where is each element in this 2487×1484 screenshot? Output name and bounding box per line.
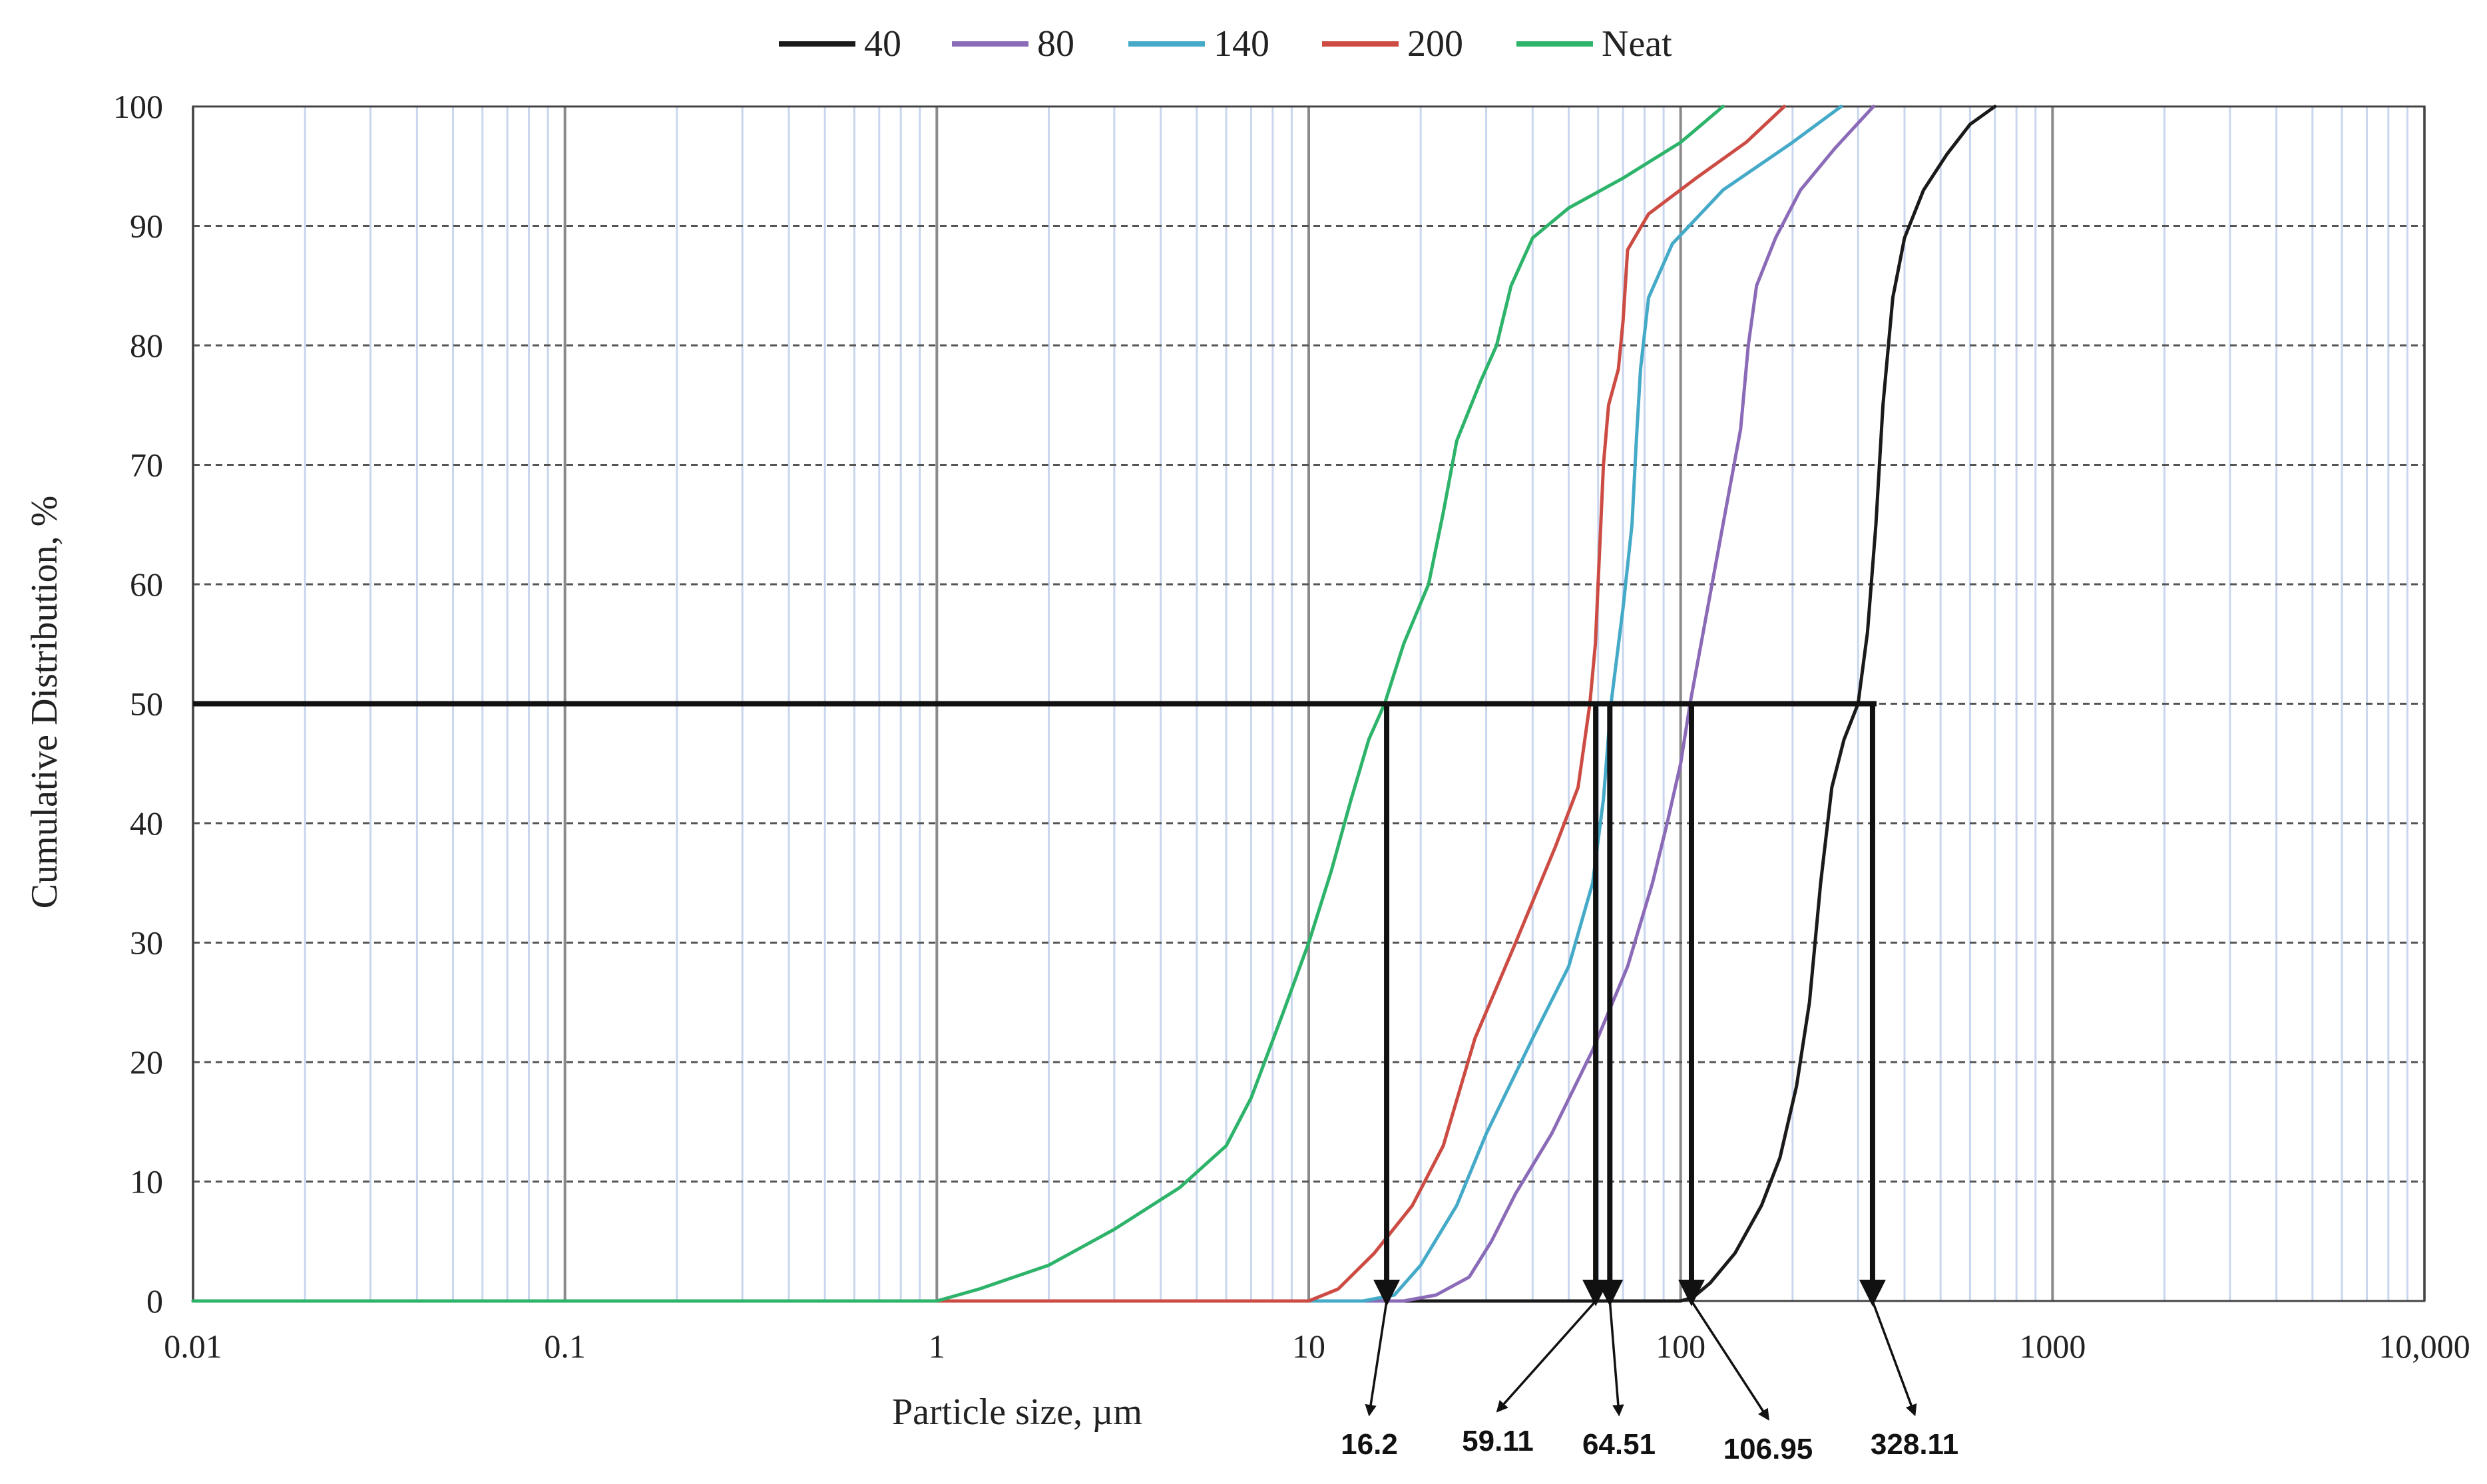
legend: 40 80 140 200 Neat (779, 23, 1672, 65)
legend-label: 200 (1407, 23, 1463, 65)
d50-leader-arrow (1871, 1300, 1917, 1417)
d50-leader-arrow (1365, 1300, 1388, 1417)
y-tick-label: 10 (130, 1163, 163, 1201)
legend-label: 140 (1214, 23, 1269, 65)
y-tick-label: 90 (130, 208, 163, 245)
y-tick-label: 0 (146, 1282, 163, 1320)
d50-leader-arrow (1690, 1300, 1769, 1421)
y-tick-label: 30 (130, 924, 163, 962)
x-tick-label: 0.01 (164, 1328, 222, 1365)
d50-value-label: 64.51 (1582, 1428, 1656, 1461)
d50-value-label: 328.11 (1871, 1428, 1958, 1461)
d50-value-label: 106.95 (1723, 1433, 1813, 1465)
y-tick-label: 80 (130, 327, 163, 364)
y-axis-title: Cumulative Distribution, % (24, 496, 65, 909)
x-tick-label: 0.1 (544, 1328, 586, 1365)
x-tick-label: 1 (929, 1328, 945, 1365)
legend-label: Neat (1602, 23, 1672, 65)
series-line-40 (191, 104, 1997, 1303)
y-tick-label: 70 (130, 447, 163, 484)
d50-value-label: 59.11 (1462, 1425, 1534, 1457)
legend-label: 80 (1037, 23, 1074, 65)
d50-leader-arrow (1496, 1300, 1597, 1413)
series-line-neat (191, 104, 1725, 1303)
x-axis-title: Particle size, µm (892, 1391, 1142, 1433)
x-tick-label: 10 (1292, 1328, 1325, 1365)
x-tick-label: 100 (1656, 1328, 1705, 1365)
y-tick-label: 60 (130, 566, 163, 603)
series-line-200 (191, 104, 1786, 1303)
y-tick-label: 50 (130, 685, 163, 723)
y-tick-label: 100 (113, 88, 163, 125)
y-tick-label: 40 (130, 805, 163, 842)
series-line-80 (191, 104, 1875, 1303)
x-tick-label: 10,000 (2378, 1328, 2470, 1365)
y-tick-label: 20 (130, 1043, 163, 1081)
legend-label: 40 (864, 23, 901, 65)
d50-value-label: 16.2 (1341, 1428, 1398, 1461)
d50-leader-arrow (1608, 1300, 1624, 1417)
x-tick-label: 1000 (2019, 1328, 2086, 1365)
